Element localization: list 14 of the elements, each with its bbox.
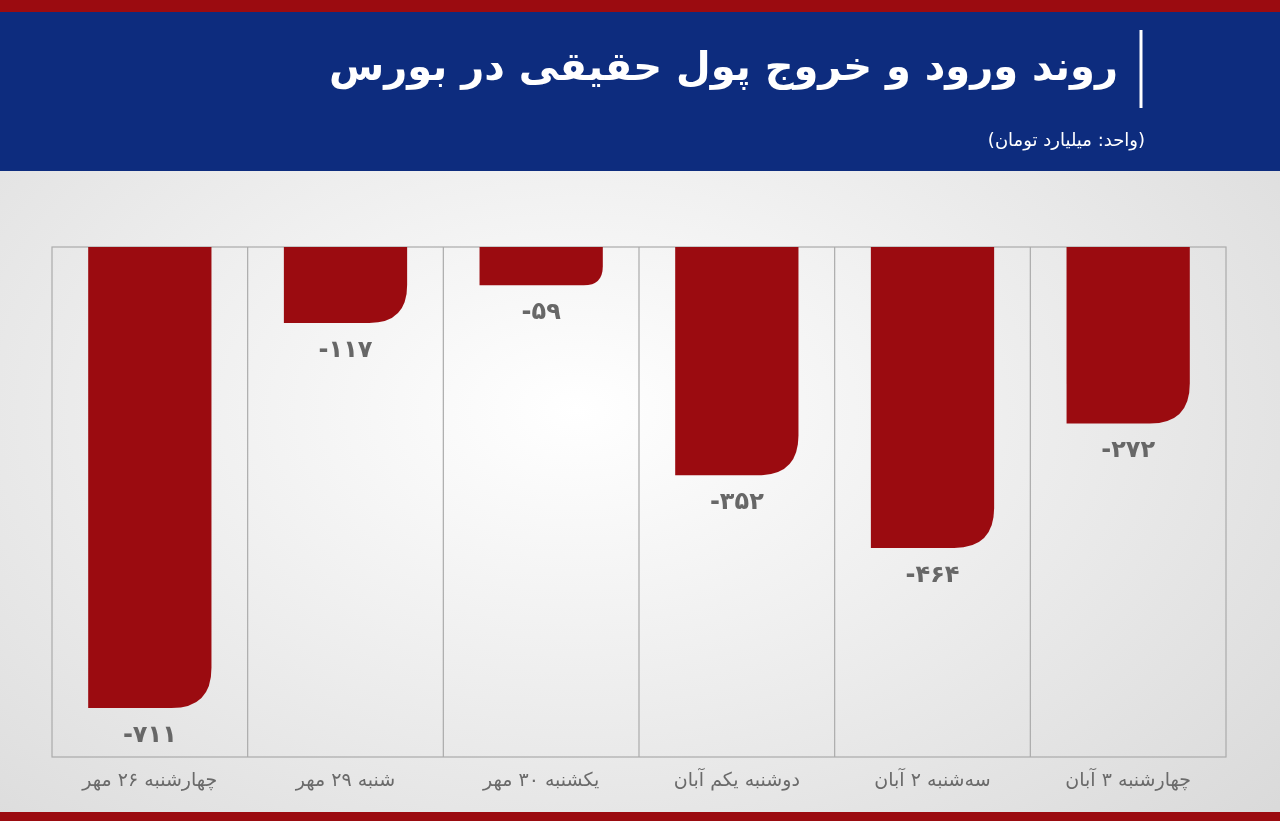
x-tick-label: دوشنبه یکم آبان [673,767,800,791]
x-tick-label: چهارشنبه ۲۶ مهر [81,768,218,791]
x-tick-label: شنبه ۲۹ مهر [294,768,396,791]
data-label: -۵۹ [521,297,562,326]
x-tick-label: چهارشنبه ۳ آبان [1065,767,1191,791]
data-label: -۴۶۴ [905,559,960,588]
x-tick-label: سه‌شنبه ۲ آبان [874,767,991,790]
chart-subtitle: (واحد: میلیارد تومان) [987,129,1145,151]
x-tick-label: یکشنبه ۳۰ مهر [482,768,600,791]
chart-title: روند ورود و خروج پول حقیقی در بورس [329,43,1118,90]
data-label: -۷۱۱ [122,720,177,749]
data-label: -۱۱۷ [318,334,373,363]
data-label: -۳۵۲ [709,487,765,516]
data-label: -۲۷۲ [1101,435,1156,464]
